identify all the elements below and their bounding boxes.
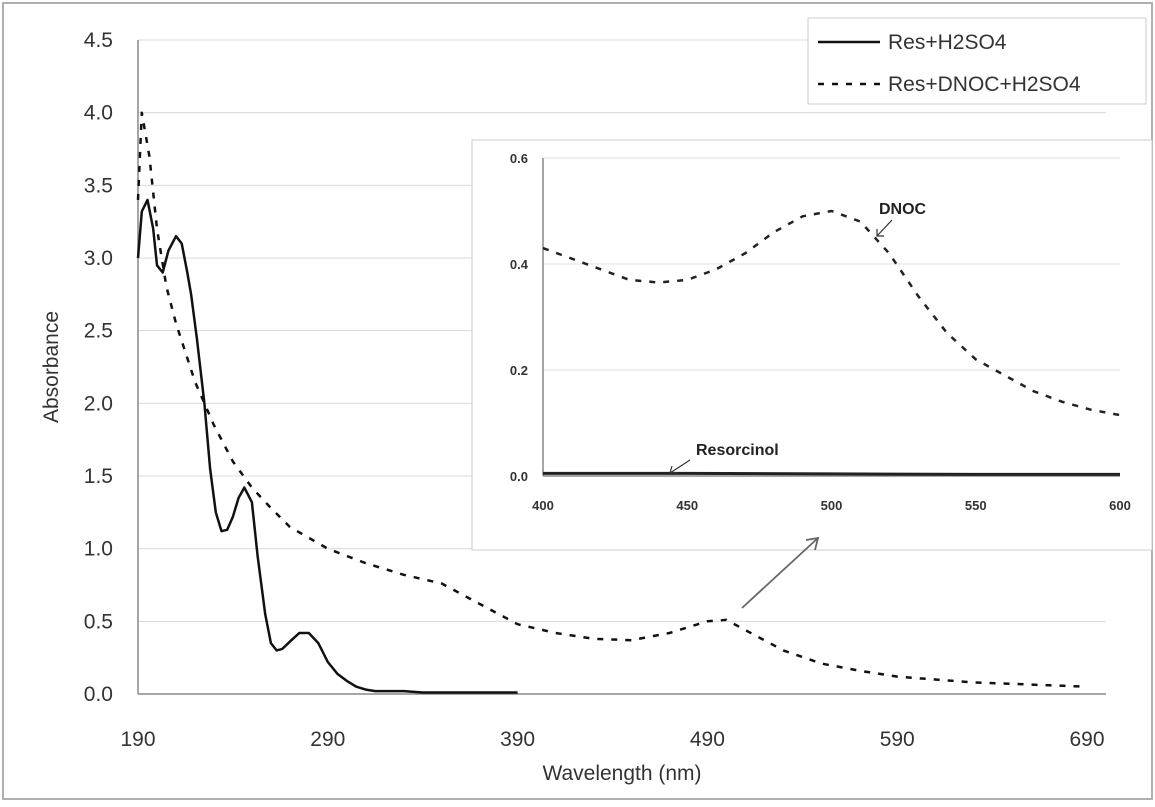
- main-y-tick-label: 3.0: [84, 247, 113, 270]
- inset-series: [542, 209, 1121, 476]
- main-x-tick-label: 390: [500, 728, 535, 751]
- main-axes: [137, 40, 1106, 695]
- inset-pointer-arrowhead: [805, 536, 820, 551]
- main-y-tick-label: 2.5: [84, 320, 113, 343]
- main-y-ticks: 0.0 0.5 1.0 1.5 2.0 2.5 3.0 3.5 4.0 4.5: [84, 29, 113, 706]
- y-axis-title: Absorbance: [40, 311, 63, 423]
- main-y-tick-label: 1.0: [84, 538, 113, 561]
- inset-y-tick-label: 0.2: [510, 363, 528, 378]
- main-series: [136, 111, 1088, 694]
- inset-x-ticks: 400 450 500 550 600: [532, 498, 1131, 513]
- inset-pointer-arrow: [741, 537, 819, 609]
- inset-y-ticks: 0.0 0.2 0.4 0.6: [510, 151, 529, 484]
- legend: Res+H2SO4 Res+DNOC+H2SO4: [807, 17, 1147, 105]
- inset-x-tick-label: 400: [532, 498, 554, 513]
- inset-series-line-1: [543, 471, 1120, 476]
- main-y-tick-label: 4.0: [84, 102, 113, 125]
- annotation-resorcinol: Resorcinol: [696, 442, 779, 459]
- inset-box: [471, 139, 1153, 551]
- inset-x-tick-label: 550: [965, 498, 987, 513]
- legend-label-res-h2so4: Res+H2SO4: [888, 31, 1007, 54]
- main-y-tick-label: 0.0: [84, 683, 113, 706]
- annotation-dnoc-arrow: [876, 219, 893, 237]
- legend-box: [807, 17, 1147, 105]
- inset-chart: 0.0 0.2 0.4 0.6 400 450 500 550 600 DNOC Resorc…: [471, 139, 1153, 551]
- main-y-tick-label: 1.5: [84, 465, 113, 488]
- main-x-tick-label: 590: [880, 728, 915, 751]
- annotation-dnoc: DNOC: [879, 201, 927, 218]
- annotation-dnoc-arrowhead: [876, 229, 884, 237]
- legend-label-res-dnoc-h2so4: Res+DNOC+H2SO4: [888, 73, 1081, 96]
- main-y-tick-label: 4.5: [84, 29, 113, 52]
- inset-y-tick-label: 0.6: [510, 151, 528, 166]
- main-series-line-1: [136, 111, 1088, 688]
- annotation-resorcinol-arrowhead: [669, 465, 677, 474]
- main-x-ticks: 190 290 390 490 590 690: [120, 728, 1104, 751]
- main-y-tick-label: 2.0: [84, 392, 113, 415]
- inset-x-tick-label: 450: [676, 498, 698, 513]
- main-x-tick-label: 290: [310, 728, 345, 751]
- main-series-line-0: [136, 198, 518, 694]
- inset-gridlines: [543, 157, 1120, 371]
- inset-series-line-0: [542, 209, 1121, 417]
- main-y-tick-label: 3.5: [84, 174, 113, 197]
- main-y-tick-label: 0.5: [84, 610, 113, 633]
- annotation-resorcinol-arrow: [669, 459, 691, 474]
- main-x-tick-label: 190: [120, 728, 155, 751]
- inset-x-tick-label: 500: [821, 498, 843, 513]
- inset-y-tick-label: 0.0: [510, 469, 528, 484]
- inset-y-tick-label: 0.4: [510, 257, 529, 272]
- x-axis-title: Wavelength (nm): [542, 762, 701, 785]
- inset-x-tick-label: 600: [1109, 498, 1131, 513]
- main-x-tick-label: 490: [690, 728, 725, 751]
- main-x-tick-label: 690: [1069, 728, 1104, 751]
